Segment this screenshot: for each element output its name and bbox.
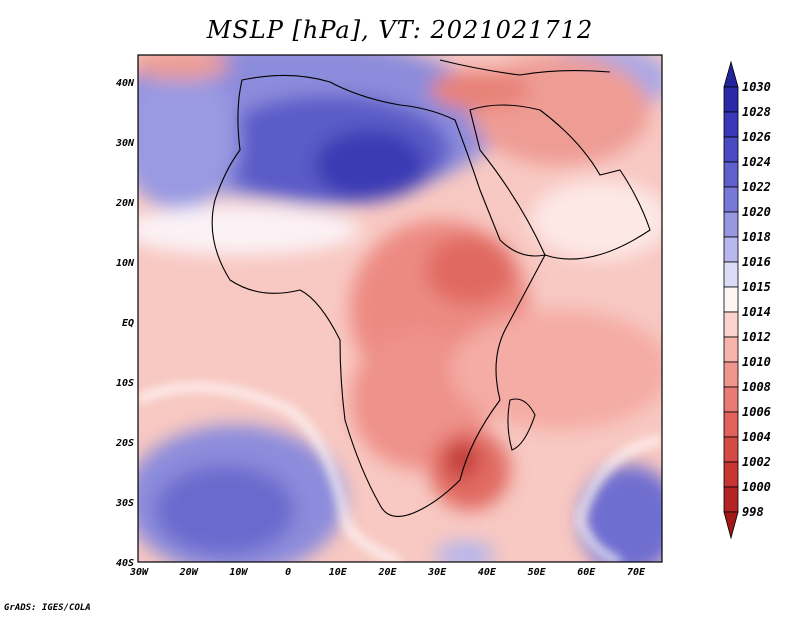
lat-label: 20N (115, 198, 134, 209)
colorbar-level-label: 998 (742, 505, 764, 519)
colorbar-swatch (723, 161, 739, 188)
lon-label: 10W (229, 567, 248, 578)
colorbar-swatch (723, 236, 739, 263)
colorbar-swatch (723, 111, 739, 138)
colorbar-level-label: 1020 (742, 205, 771, 219)
lon-label: 50E (527, 567, 546, 578)
lon-label: 20W (179, 567, 198, 578)
colorbar (723, 60, 739, 540)
colorbar-swatch (723, 286, 739, 313)
colorbar-swatch (723, 186, 739, 213)
colorbar-level-label: 1000 (742, 480, 771, 494)
colorbar-swatch (723, 461, 739, 488)
colorbar-level-label: 1004 (742, 430, 771, 444)
colorbar-level-label: 1010 (742, 355, 771, 369)
grads-credit: GrADS: IGES/COLA (4, 603, 91, 613)
lat-label: 10N (115, 258, 134, 269)
colorbar-swatch (723, 511, 739, 540)
colorbar-level-label: 1026 (742, 130, 771, 144)
colorbar-level-label: 1022 (742, 180, 771, 194)
lon-label: 60E (577, 567, 596, 578)
lat-label: 10S (115, 378, 134, 389)
colorbar-swatch (723, 386, 739, 413)
colorbar-level-label: 1030 (742, 80, 771, 94)
lat-label: 20S (115, 438, 134, 449)
lon-label: 30E (428, 567, 447, 578)
colorbar-swatch (723, 411, 739, 438)
colorbar-swatch (723, 261, 739, 288)
lat-label: 40N (115, 78, 134, 89)
colorbar-level-label: 1028 (742, 105, 771, 119)
colorbar-level-label: 1024 (742, 155, 771, 169)
colorbar-swatch (723, 486, 739, 513)
colorbar-swatch (723, 86, 739, 113)
colorbar-swatch (723, 60, 739, 88)
map-title: MSLP [hPa], VT: 2021021712 (206, 16, 594, 44)
colorbar-swatch (723, 136, 739, 163)
lon-label: 70E (626, 567, 646, 578)
colorbar-level-label: 1018 (742, 230, 771, 244)
lon-label: 10E (328, 567, 347, 578)
lon-label: 30W (129, 567, 149, 578)
colorbar-level-label: 1016 (742, 255, 771, 269)
pressure-field (138, 55, 662, 562)
lon-label: 0 (285, 567, 292, 578)
lat-label: 30N (115, 138, 134, 149)
lon-label: 40E (477, 567, 496, 578)
lat-label: EQ (121, 318, 134, 329)
colorbar-level-label: 1008 (742, 380, 771, 394)
plot-frame (137, 54, 663, 563)
colorbar-level-label: 1006 (742, 405, 771, 419)
colorbar-level-label: 1012 (742, 330, 771, 344)
colorbar-swatch (723, 361, 739, 388)
lat-label: 40S (115, 558, 134, 569)
colorbar-level-label: 1015 (742, 280, 771, 294)
coastlines (211, 59, 651, 517)
colorbar-swatch (723, 211, 739, 238)
colorbar-swatch (723, 436, 739, 463)
colorbar-level-label: 1002 (742, 455, 771, 469)
colorbar-swatch (723, 336, 739, 363)
colorbar-level-label: 1014 (742, 305, 771, 319)
lon-label: 20E (378, 567, 397, 578)
lat-label: 30S (115, 498, 134, 509)
colorbar-swatch (723, 311, 739, 338)
